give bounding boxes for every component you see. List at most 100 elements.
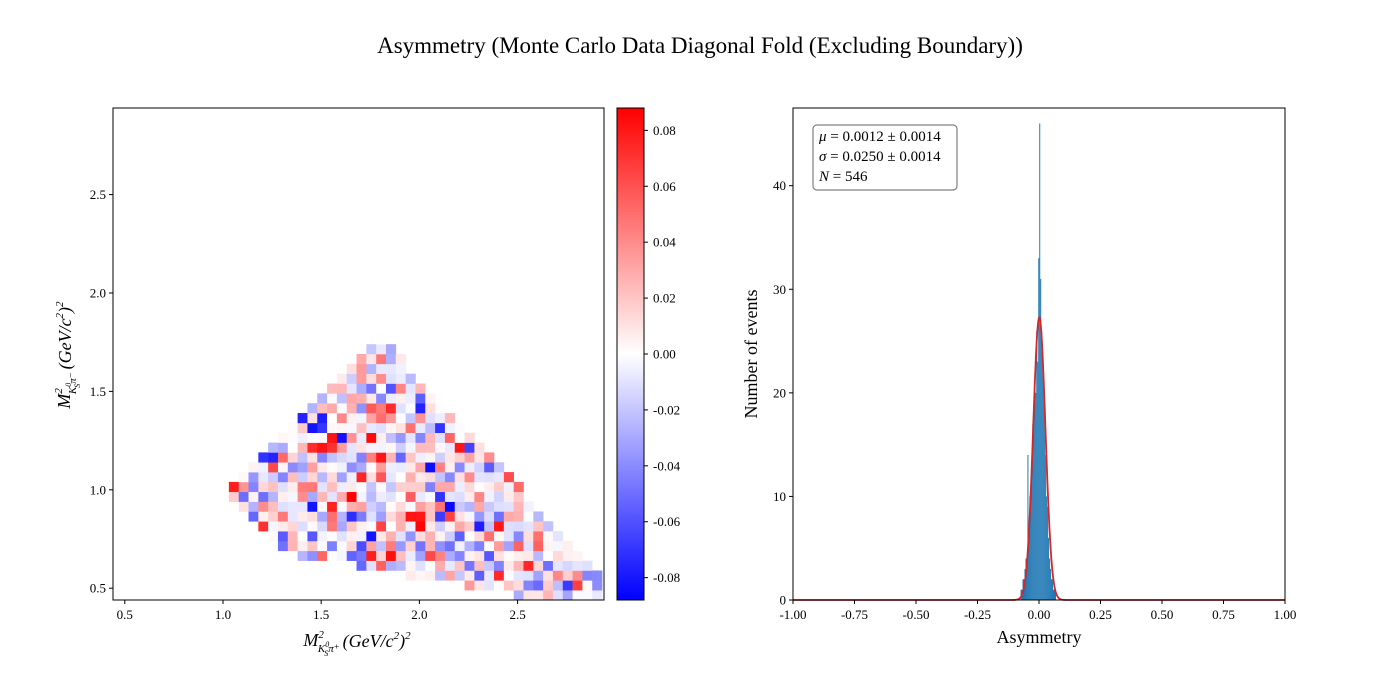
- heatmap-cell: [444, 413, 456, 424]
- heatmap-cell: [572, 580, 583, 591]
- colorbar-tick-label: -0.04: [653, 458, 681, 473]
- heatmap-cell: [562, 550, 573, 561]
- heatmap-cell: [336, 383, 348, 394]
- heatmap-cell: [307, 481, 318, 493]
- heatmap-cell: [435, 422, 446, 434]
- heatmap-y-tick-label: 1.0: [90, 482, 106, 497]
- heatmap-cell: [287, 511, 298, 522]
- heatmap-cell: [552, 560, 564, 571]
- heatmap-cell: [376, 363, 387, 374]
- heatmap-cell: [386, 452, 397, 463]
- heatmap-cell: [503, 531, 514, 542]
- heatmap-cell: [405, 570, 416, 581]
- heatmap-cell: [444, 481, 456, 493]
- heatmap-cell: [307, 491, 318, 502]
- heatmap-cell: [317, 432, 328, 443]
- heatmap-cell: [386, 531, 397, 542]
- heatmap-cell: [297, 501, 308, 512]
- heatmap-cell: [513, 560, 524, 571]
- heatmap-cell: [552, 580, 564, 591]
- heatmap-cell: [287, 540, 298, 552]
- heatmap-cell: [356, 413, 367, 424]
- heatmap-cell: [356, 373, 367, 384]
- heatmap-cell: [425, 422, 436, 434]
- heatmap-cell: [552, 570, 564, 581]
- heatmap-cell: [297, 540, 308, 552]
- heatmap-cell: [444, 472, 456, 483]
- histogram-bar: [1029, 496, 1031, 600]
- heatmap-cell: [425, 452, 436, 463]
- heatmap-cell: [494, 550, 505, 561]
- heatmap-cell: [543, 550, 554, 561]
- heatmap-cell: [356, 501, 367, 512]
- heatmap-cell: [386, 344, 397, 355]
- heatmap-cell: [238, 491, 249, 502]
- heatmap-cell: [484, 452, 495, 463]
- heatmap-cell: [327, 413, 338, 424]
- colorbar-tick-label: 0.02: [653, 291, 676, 306]
- heatmap-cell: [415, 511, 426, 522]
- colorbar-gradient: [616, 107, 645, 601]
- heatmap-cell: [366, 373, 377, 384]
- heatmap-cell: [454, 521, 465, 532]
- heatmap-cell: [533, 511, 544, 522]
- heatmap-cell: [474, 580, 485, 591]
- heatmap-cell: [464, 452, 475, 463]
- heatmap-cell: [405, 432, 416, 443]
- heatmap-cell: [494, 511, 505, 522]
- heatmap-cell: [366, 422, 377, 434]
- histogram-y-label: Number of events: [741, 290, 761, 419]
- heatmap-cell: [376, 344, 387, 355]
- histogram-bar: [1052, 579, 1054, 600]
- heatmap-x-tick-label: 2.0: [411, 607, 427, 622]
- heatmap-cell: [248, 481, 259, 493]
- heatmap-cell: [435, 442, 446, 453]
- heatmap-cell: [336, 540, 348, 552]
- heatmap-cell: [287, 531, 298, 542]
- heatmap-cell: [376, 550, 387, 561]
- heatmap-cell: [346, 393, 357, 404]
- heatmap-cell: [503, 501, 514, 512]
- heatmap-cell: [405, 521, 416, 532]
- heatmap-cell: [513, 540, 524, 552]
- heatmap-cell: [356, 531, 367, 542]
- heatmap-cell: [386, 422, 397, 434]
- heatmap-cell: [562, 580, 573, 591]
- heatmap-cell: [327, 422, 338, 434]
- heatmap-cell: [474, 570, 485, 581]
- heatmap-cell: [425, 560, 436, 571]
- histogram-bar: [1048, 537, 1050, 600]
- heatmap-cell: [287, 422, 298, 434]
- heatmap-cell: [435, 452, 446, 463]
- histogram-bar: [1038, 258, 1040, 600]
- heatmap-cell: [464, 432, 475, 443]
- heatmap-cell: [366, 452, 377, 463]
- heatmap-cell: [366, 540, 377, 552]
- heatmap-cell: [395, 531, 406, 542]
- heatmap-cell: [346, 511, 357, 522]
- heatmap-cell: [366, 472, 377, 483]
- heatmap-cell: [513, 521, 524, 532]
- heatmap-cell: [405, 550, 416, 561]
- heatmap-cell: [435, 403, 446, 414]
- heatmap-cell: [552, 531, 564, 542]
- heatmap-cell: [376, 560, 387, 571]
- histogram-bar: [1045, 454, 1047, 600]
- heatmap-cell: [435, 560, 446, 571]
- heatmap-cell: [503, 511, 514, 522]
- heatmap-cell: [386, 373, 397, 384]
- heatmap-cell: [336, 472, 348, 483]
- heatmap-cell: [258, 462, 269, 473]
- heatmap-cell: [366, 442, 377, 453]
- heatmap-cell: [474, 521, 485, 532]
- heatmap-cell: [405, 511, 416, 522]
- heatmap-cell: [415, 501, 426, 512]
- heatmap-cell: [494, 521, 505, 532]
- heatmap-y-label: M2 K0Sπ⁻(GeV/c2)2: [53, 301, 82, 410]
- heatmap-cell: [356, 403, 367, 414]
- heatmap-cell: [386, 413, 397, 424]
- heatmap-cell: [464, 501, 475, 512]
- heatmap-cell: [356, 383, 367, 394]
- heatmap-cell: [435, 491, 446, 502]
- heatmap-cell: [425, 403, 436, 414]
